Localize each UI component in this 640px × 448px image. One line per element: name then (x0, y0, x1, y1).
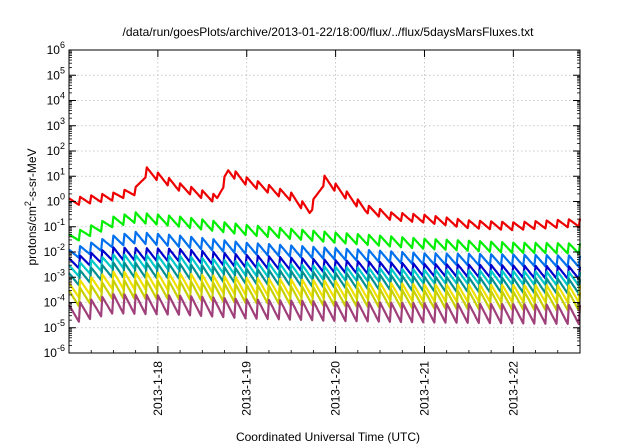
x-axis: 2013-1-18 2013-1-19 2013-1-20 2013-1-21 2013… (68, 50, 581, 416)
x-tick-label: 2013-1-18 (151, 361, 165, 416)
series-line-7 (68, 270, 582, 304)
x-tick-label: 2013-1-21 (417, 361, 431, 416)
x-tick-label: 2013-1-20 (329, 361, 343, 416)
y-tick-label: 10-3 (44, 267, 65, 284)
y-tick-label: 101 (47, 166, 65, 183)
y-tick-label: 105 (47, 65, 65, 82)
y-tick-label: 103 (47, 116, 65, 133)
series-line-6 (68, 261, 582, 295)
series-layer (68, 166, 582, 326)
y-tick-label: 10-5 (44, 318, 65, 335)
y-tick-label: 10-1 (44, 217, 65, 234)
x-axis-label: Coordinated Universal Time (UTC) (236, 430, 420, 444)
series-line-2 (68, 211, 582, 255)
y-tick-label: 10-4 (44, 293, 65, 310)
series-line-4 (68, 246, 582, 280)
y-tick-label: 102 (47, 141, 65, 158)
chart-title: /data/run/goesPlots/archive/2013-01-22/1… (123, 25, 535, 39)
x-tick-label: 2013-1-22 (506, 361, 520, 416)
series-line-1 (68, 166, 582, 232)
y-tick-label: 104 (47, 91, 65, 108)
y-tick-label: 106 (47, 40, 65, 57)
y-tick-label: 100 (47, 192, 65, 209)
y-axis-label: protons/cm2-s-sr-MeV (23, 148, 39, 265)
y-tick-label: 10-6 (44, 343, 65, 360)
y-tick-label: 10-2 (44, 242, 65, 259)
series-line-9 (68, 293, 582, 326)
x-tick-label: 2013-1-19 (240, 361, 254, 416)
y-axis: 10-6 10-5 10-4 10-3 10-2 10-1 100 101 102 103 104 1… (44, 40, 580, 360)
series-line-5 (68, 253, 582, 287)
series-line-8 (68, 279, 582, 312)
series-line-3 (68, 230, 582, 268)
